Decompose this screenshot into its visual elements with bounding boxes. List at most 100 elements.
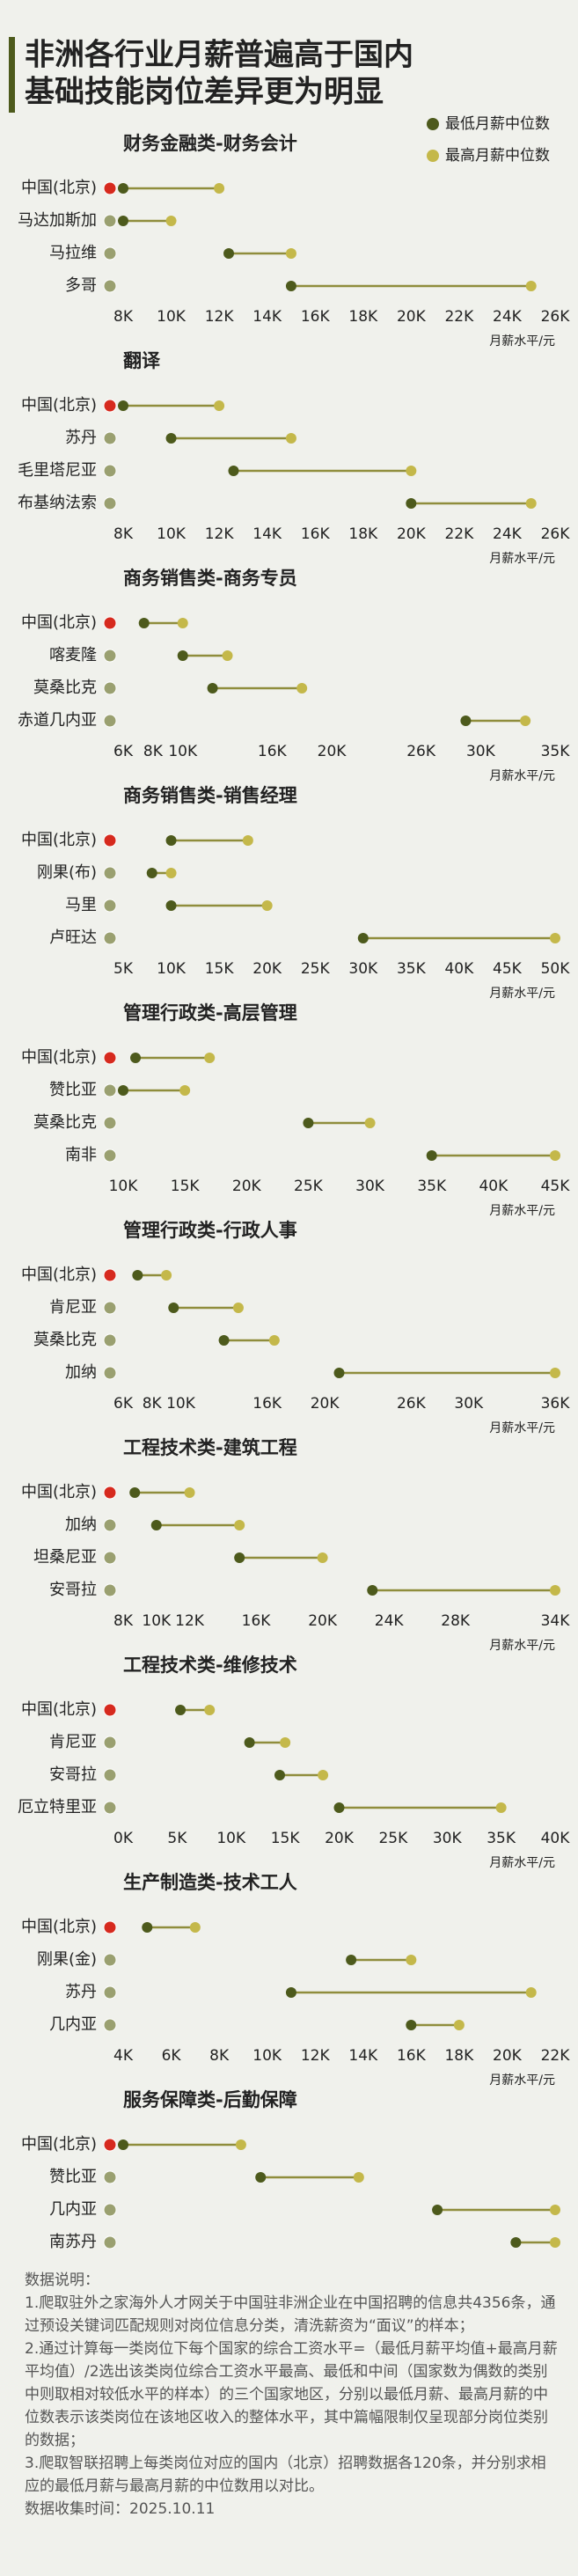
dot <box>255 2172 267 2183</box>
dot <box>234 1552 245 1563</box>
x-tick-label: 35K <box>487 1830 516 1847</box>
dot <box>189 1922 201 1933</box>
x-tick-label: 30K <box>433 1830 463 1847</box>
flag <box>103 1985 117 2000</box>
dot <box>333 1368 345 1378</box>
x-tick-label: 20K <box>397 525 427 543</box>
legend-swatch <box>427 118 439 130</box>
x-tick-label: 26K <box>541 525 571 543</box>
category-label: 中国(北京) <box>21 2135 97 2154</box>
dot <box>161 1270 172 1281</box>
x-tick-label: 5K <box>113 960 134 978</box>
dot <box>357 933 369 943</box>
flag <box>103 399 117 413</box>
dot <box>165 900 177 911</box>
x-tick-label: 12K <box>305 2264 335 2266</box>
dot <box>426 1150 437 1161</box>
dot <box>118 2139 128 2150</box>
x-tick-label: 8K <box>153 2264 173 2266</box>
category-label: 苏丹 <box>65 1983 97 2001</box>
dot <box>274 1770 285 1780</box>
dot <box>207 683 218 694</box>
flag <box>103 681 117 695</box>
x-tick-label: 20K <box>308 1612 338 1630</box>
x-tick-label: 12K <box>205 525 235 543</box>
dot <box>138 618 150 628</box>
page-title: 基础技能岗位差异更为明显 <box>25 75 384 110</box>
x-tick-label: 14K <box>348 2047 378 2065</box>
category-label: 中国(北京) <box>21 1266 97 1284</box>
x-tick-label: 16K <box>242 1612 272 1630</box>
x-tick-label: 50K <box>541 960 571 978</box>
notes: 数据说明： 1.爬取驻外之家海外人才网关于中国驻非洲企业在中国招聘的信息共435… <box>25 2269 558 2521</box>
x-tick-label: 25K <box>301 960 331 978</box>
dot <box>204 1053 216 1063</box>
chart-title: 生产制造类-技术工人 <box>123 1872 297 1893</box>
flag <box>103 649 117 663</box>
category-label: 刚果(金) <box>37 1950 97 1969</box>
dot <box>285 248 296 259</box>
dot <box>317 1552 328 1563</box>
dot <box>280 1737 291 1748</box>
category-label: 肯尼亚 <box>49 1733 97 1751</box>
x-axis-label: 月薪水平/元 <box>489 334 555 349</box>
category-label: 莫桑比克 <box>33 1113 97 1132</box>
dot <box>204 1705 216 1715</box>
x-tick-label: 8K <box>143 1395 163 1413</box>
x-tick-label: 8K <box>143 743 164 760</box>
category-label: 赞比亚 <box>49 2168 97 2186</box>
x-tick-label: 34K <box>541 1612 571 1630</box>
x-tick-label: 16K <box>462 2264 492 2266</box>
dot <box>318 1770 329 1780</box>
chart-title: 商务销售类-商务专员 <box>123 568 297 589</box>
x-tick-label: 15K <box>423 2264 453 2266</box>
category-label: 中国(北京) <box>21 1048 97 1067</box>
flag <box>103 1736 117 1750</box>
x-tick-label: 13K <box>344 2264 374 2266</box>
dot <box>228 466 239 476</box>
dot <box>525 1987 537 1998</box>
category-label: 中国(北京) <box>21 396 97 415</box>
category-label: 莫桑比克 <box>33 679 97 697</box>
flag <box>103 2203 117 2217</box>
flag <box>103 496 117 510</box>
x-tick-label: 8K <box>209 2047 230 2065</box>
dot <box>165 433 177 444</box>
category-label: 马达加斯加 <box>18 211 97 230</box>
flag <box>103 2138 117 2152</box>
flag <box>103 279 117 293</box>
dot <box>406 466 417 476</box>
x-tick-label: 6K <box>162 2047 182 2065</box>
dot <box>510 2237 522 2248</box>
x-tick-label: 18K <box>348 525 378 543</box>
dot <box>406 498 417 509</box>
x-tick-label: 20K <box>311 1395 340 1413</box>
dot <box>346 1955 357 1965</box>
category-label: 中国(北京) <box>21 831 97 849</box>
x-tick-label: 36K <box>541 1395 571 1413</box>
x-tick-label: 18K <box>444 2047 474 2065</box>
x-tick-label: 22K <box>541 2047 571 2065</box>
dot <box>175 1705 187 1715</box>
category-label: 卢旺达 <box>49 928 97 947</box>
x-tick-label: 14K <box>252 525 282 543</box>
flag <box>103 1551 117 1565</box>
dot <box>550 1585 560 1596</box>
dot <box>168 1303 179 1313</box>
dot <box>235 2139 246 2150</box>
category-label: 苏丹 <box>65 429 97 447</box>
x-tick-label: 25K <box>294 1178 324 1195</box>
x-tick-label: 7K <box>113 2264 134 2266</box>
x-tick-label: 45K <box>541 1178 571 1195</box>
flag <box>103 1366 117 1380</box>
category-label: 喀麦隆 <box>49 646 97 664</box>
x-tick-label: 11K <box>266 2264 296 2266</box>
dot <box>214 183 225 194</box>
dot <box>165 868 177 878</box>
x-tick-label: 15K <box>205 960 235 978</box>
x-tick-label: 0K <box>113 1830 134 1847</box>
x-axis-label: 月薪水平/元 <box>489 1639 555 1653</box>
x-tick-label: 22K <box>444 308 474 326</box>
x-tick-label: 4K <box>113 2047 134 2065</box>
category-label: 几内亚 <box>49 2015 97 2034</box>
